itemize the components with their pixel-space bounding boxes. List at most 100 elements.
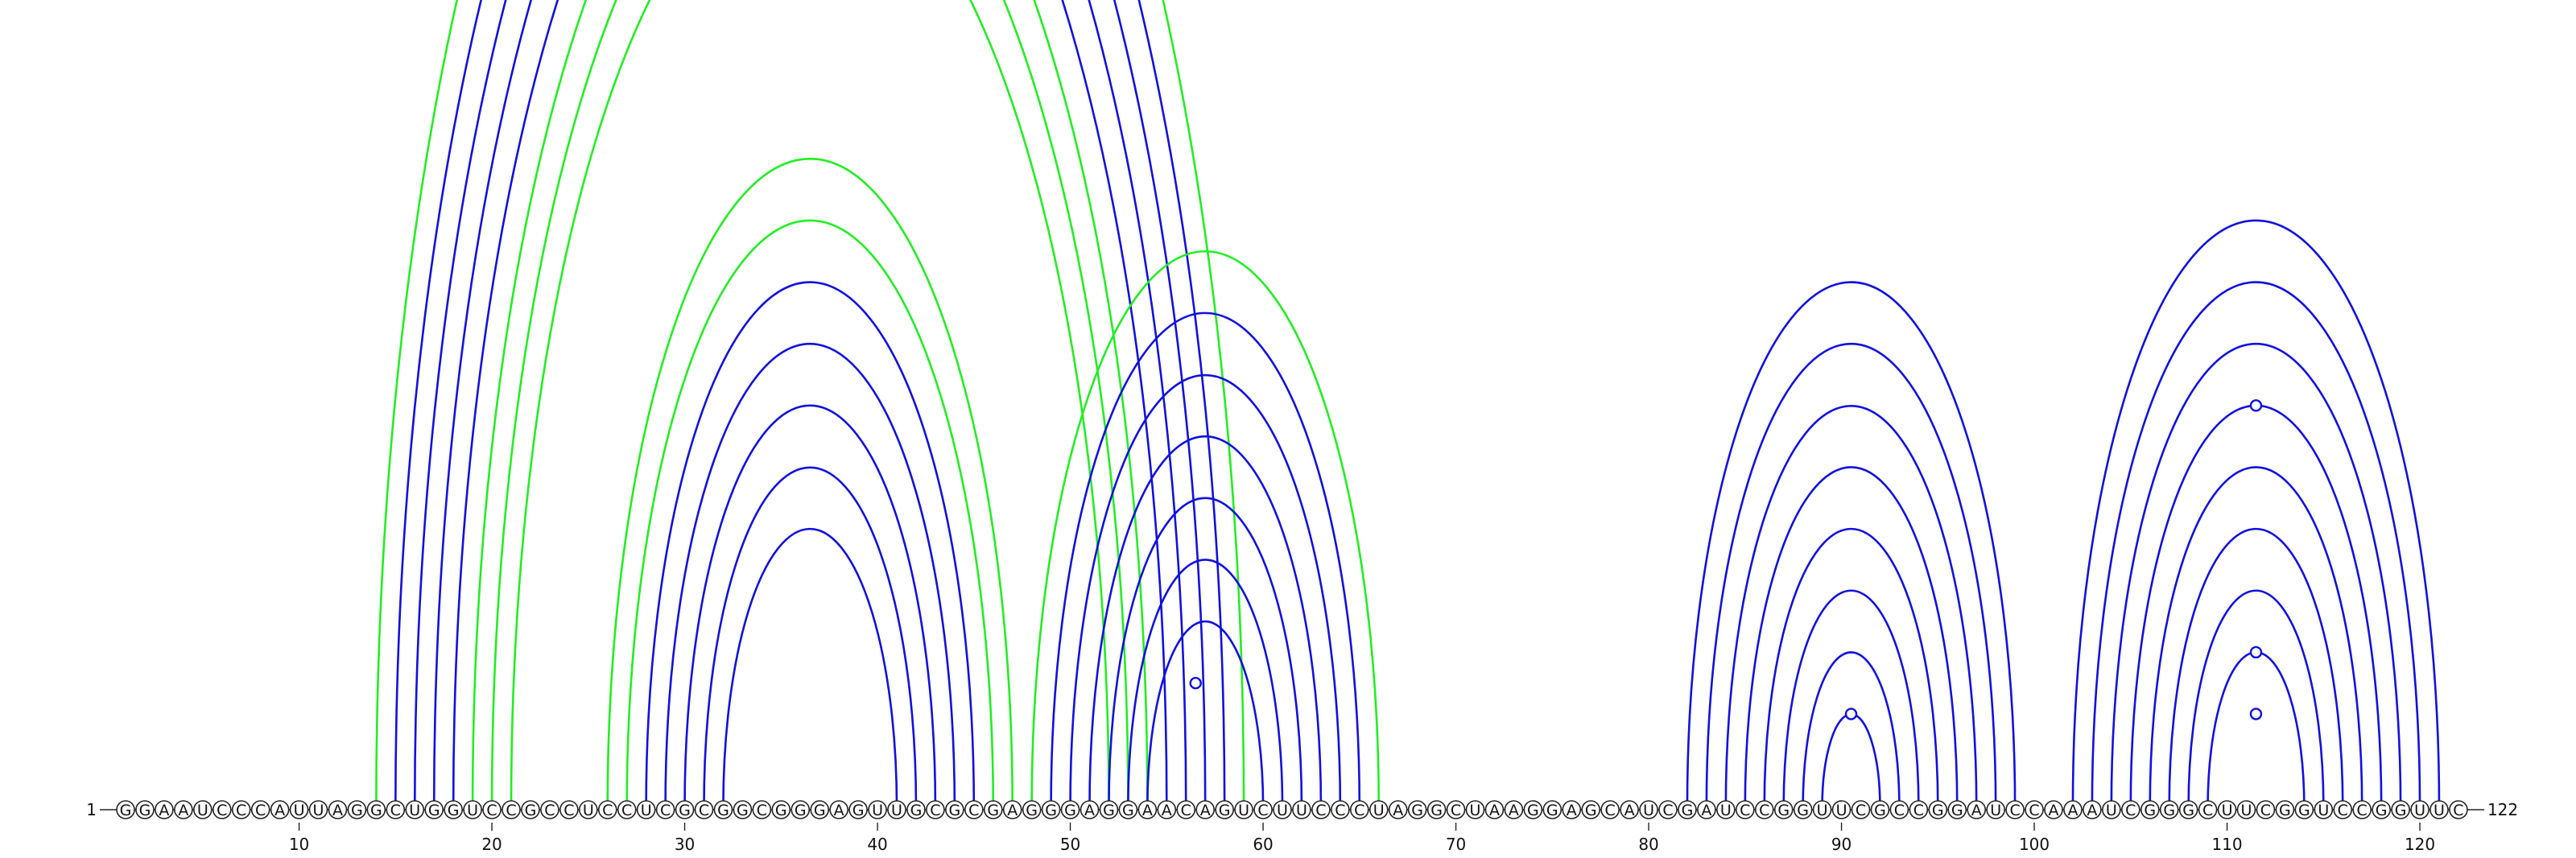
nucleotide-circle <box>2449 800 2468 819</box>
nucleotide-circle <box>1292 800 1311 819</box>
nucleotide-circle <box>675 800 695 819</box>
nucleotide-circle <box>1909 800 1929 819</box>
tick-label-40: 40 <box>867 835 887 854</box>
nucleotide-circle <box>1022 800 1042 819</box>
nucleotide-letter: A <box>332 802 343 819</box>
nucleotide-33: G <box>733 800 753 819</box>
tick-label-50: 50 <box>1060 835 1080 854</box>
nucleotide-letter: C <box>2453 802 2463 819</box>
nucleotide-1: G <box>116 800 135 819</box>
nucleotide-122: C <box>2449 800 2468 819</box>
tick-label-110: 110 <box>2211 835 2242 854</box>
nucleotide-letter: G <box>370 802 382 819</box>
nucleotide-letter: U <box>2414 802 2425 819</box>
nucleotide-circle <box>2178 800 2198 819</box>
nucleotide-32: G <box>713 800 733 819</box>
nucleotide-circle <box>386 800 406 819</box>
nucleotide-circle <box>2294 800 2314 819</box>
nucleotide-81: C <box>1658 800 1678 819</box>
nucleotide-letter: U <box>1470 802 1481 819</box>
nucleotide-121: U <box>2429 800 2449 819</box>
nucleotide-120: U <box>2410 800 2429 819</box>
nucleotide-119: G <box>2391 800 2410 819</box>
arc-21-52 <box>510 0 1110 807</box>
nucleotide-104: U <box>2102 800 2121 819</box>
nucleotide-circle <box>771 800 791 819</box>
nucleotide-letter: G <box>2376 802 2388 819</box>
nucleotide-letter: U <box>2434 802 2445 819</box>
nucleotide-letter: G <box>814 802 826 819</box>
tick-label-20: 20 <box>481 835 502 854</box>
nucleotide-letter: C <box>236 802 246 819</box>
nucleotide-letter: G <box>1797 802 1809 819</box>
nucleotide-letter: C <box>2357 802 2368 819</box>
nucleotide-82: G <box>1678 800 1697 819</box>
nucleotide-72: A <box>1484 800 1505 819</box>
arc-86-95 <box>1763 527 1939 807</box>
nucleotide-4: A <box>174 800 193 819</box>
nucleotide-116: C <box>2333 800 2353 819</box>
tick-label-30: 30 <box>675 835 695 854</box>
nucleotide-circle <box>2372 800 2391 819</box>
nucleotide-letter: U <box>409 802 420 819</box>
nucleotide-circle <box>1215 800 1234 819</box>
nucleotide-12: A <box>328 800 348 819</box>
nucleotide-circle <box>713 800 733 819</box>
nucleotide-110: U <box>2217 800 2237 819</box>
arcs-layer <box>375 0 2441 807</box>
nucleotide-9: A <box>270 800 290 819</box>
nucleotide-10: U <box>289 800 309 819</box>
nucleotide-circle <box>424 800 444 819</box>
nucleotide-letter: C <box>968 802 979 819</box>
nucleotide-letter: U <box>2241 802 2252 819</box>
nucleotide-letter: U <box>2222 802 2233 819</box>
nucleotide-letter: G <box>448 802 460 819</box>
nucleotide-letter: C <box>621 802 632 819</box>
nucleotide-circle <box>463 800 482 819</box>
nucleotide-letter: U <box>1373 802 1385 819</box>
nucleotide-79: A <box>1620 800 1639 819</box>
nucleotide-letter: G <box>737 802 749 819</box>
arc-52-62 <box>1108 497 1303 807</box>
nucleotide-circle <box>1889 800 1909 819</box>
nucleotide-circle <box>1542 800 1563 819</box>
nucleotide-53: G <box>1118 800 1138 819</box>
nucleotide-15: C <box>386 800 406 819</box>
nucleotide-circle <box>502 800 521 819</box>
nucleotide-circle <box>752 800 772 819</box>
nucleotide-circle <box>540 800 559 819</box>
nucleotide-letter: U <box>294 802 305 819</box>
nucleotide-circle <box>906 800 926 819</box>
nucleotide-circle <box>636 800 656 819</box>
nucleotide-circle <box>983 800 1003 819</box>
nucleotide-45: C <box>964 800 984 819</box>
arc-17-56 <box>432 0 1187 807</box>
nucleotide-letter: C <box>506 802 516 819</box>
nucleotide-circle <box>1812 800 1832 819</box>
nucleotide-letter: U <box>891 802 902 819</box>
nucleotide-circle <box>1523 800 1543 819</box>
nucleotide-39: G <box>848 800 868 819</box>
nucleotide-circle <box>2198 800 2218 819</box>
nucleotide-circle <box>231 800 251 819</box>
nucleotide-letter: G <box>910 802 923 819</box>
nucleotide-6: C <box>212 800 232 819</box>
nucleotide-18: G <box>444 800 463 819</box>
nucleotide-letter: A <box>1567 802 1577 819</box>
nucleotide-circle <box>1484 800 1505 819</box>
nucleotide-75: G <box>1542 800 1563 819</box>
nucleotide-circle <box>1253 800 1273 819</box>
nucleotide-letter: G <box>948 802 960 819</box>
nucleotide-letter: U <box>1277 802 1288 819</box>
nucleotide-circle <box>270 800 290 819</box>
ticks-layer: 10 20 30 40 50 60 70 80 90 100 110 120 <box>289 823 2435 854</box>
nucleotide-circle <box>848 800 868 819</box>
nucleotide-circle <box>1736 800 1755 819</box>
nucleotide-circle <box>1426 800 1447 819</box>
nucleotide-circle <box>2217 800 2237 819</box>
nucleotide-57: A <box>1195 800 1215 819</box>
nucleotide-52: G <box>1099 800 1119 819</box>
tick-label-90: 90 <box>1831 835 1852 854</box>
nucleotide-letter: G <box>2182 802 2194 819</box>
arc-50-64 <box>1069 373 1342 807</box>
